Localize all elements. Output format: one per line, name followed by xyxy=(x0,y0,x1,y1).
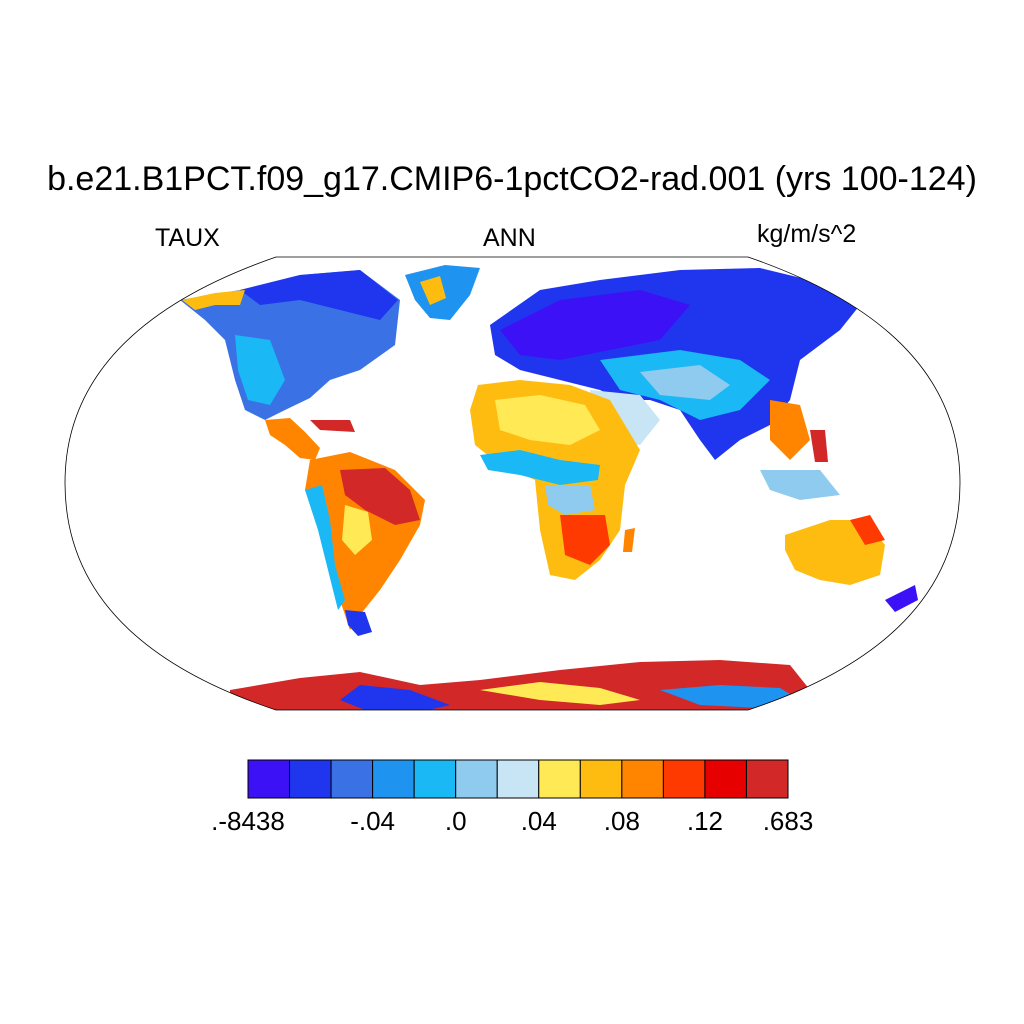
southern-africa-hot xyxy=(560,515,610,565)
colorbar-swatch xyxy=(745,759,789,799)
colorbar-tick-label: .12 xyxy=(686,806,723,836)
madagascar-region xyxy=(623,528,635,552)
indonesia-region xyxy=(760,470,840,500)
colorbar-tick-label: -.04 xyxy=(350,806,396,836)
caribbean-region xyxy=(310,420,355,432)
north-america-west xyxy=(235,335,285,405)
australia-hot xyxy=(850,515,885,545)
colorbar-swatch xyxy=(704,759,747,799)
europe-east xyxy=(500,290,690,360)
land-field xyxy=(180,265,918,710)
colorbar-swatch xyxy=(372,759,415,799)
colorbar-tick-label: .08 xyxy=(603,806,640,836)
greenland-warm xyxy=(420,276,446,305)
south-america-hot xyxy=(340,468,420,525)
patagonia-region xyxy=(345,610,372,636)
east-asia-warm xyxy=(770,400,810,460)
colorbar-swatch xyxy=(247,759,291,799)
colorbar-tick-label: .-8438 xyxy=(211,806,285,836)
congo-blue xyxy=(545,485,595,515)
south-america-yellow xyxy=(342,505,372,555)
colorbar-tick-label: .04 xyxy=(520,806,557,836)
tibet-region xyxy=(640,365,730,400)
colorbar-swatch xyxy=(413,759,457,799)
central-america-region xyxy=(265,418,320,460)
map-border xyxy=(64,256,961,711)
alaska-warm xyxy=(182,290,245,310)
map-title: b.e21.B1PCT.f09_g17.CMIP6-1pctCO2-rad.00… xyxy=(47,160,977,198)
new-zealand-region xyxy=(885,585,918,612)
antarctica-east-blue xyxy=(660,685,800,708)
sahel-blue xyxy=(480,450,600,485)
colorbar-swatch xyxy=(330,759,374,799)
philippines-region xyxy=(810,430,828,462)
variable-label: TAUX xyxy=(155,224,220,252)
colorbar-swatch xyxy=(621,759,664,799)
season-label: ANN xyxy=(483,224,536,252)
colorbar-swatch xyxy=(538,759,581,799)
sahara-yellow xyxy=(495,395,600,445)
colorbar-swatch xyxy=(455,759,498,799)
colorbar-swatch xyxy=(289,759,332,799)
south-america-andes xyxy=(305,485,345,610)
colorbar-swatch xyxy=(662,759,706,799)
colorbar-tick-label: .683 xyxy=(762,806,814,836)
north-america-north xyxy=(240,270,398,320)
colorbar-tick-label: .0 xyxy=(444,806,467,836)
colorbar-swatch xyxy=(579,759,623,799)
units-label: kg/m/s^2 xyxy=(757,220,857,248)
antarctica-yellow xyxy=(480,682,640,705)
colorbar-swatch xyxy=(496,759,540,799)
antarctica-blue xyxy=(340,685,450,710)
